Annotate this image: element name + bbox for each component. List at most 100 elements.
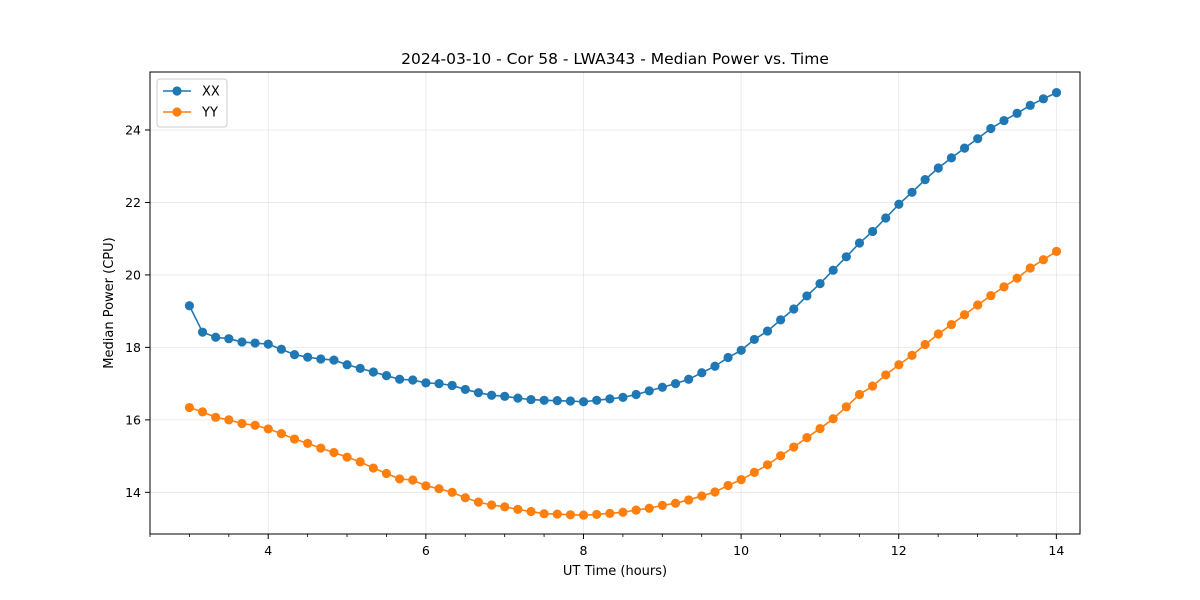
legend-entry-xx: XX — [163, 85, 220, 100]
data-point-xx — [408, 375, 418, 385]
data-point-yy — [605, 508, 615, 518]
data-point-yy — [421, 481, 431, 491]
data-point-yy — [473, 497, 484, 507]
data-point-yy — [854, 389, 865, 400]
data-point-yy — [959, 310, 970, 320]
data-point-yy — [828, 414, 838, 424]
grid-layer — [150, 72, 1080, 534]
data-point-xx — [710, 361, 720, 371]
data-point-xx — [736, 345, 746, 355]
data-point-yy — [973, 300, 983, 310]
data-point-xx — [828, 265, 838, 275]
data-point-xx — [447, 380, 457, 391]
data-point-xx — [395, 374, 405, 384]
x-axis-label: UT Time (hours) — [563, 564, 667, 579]
data-point-yy — [539, 509, 549, 519]
data-point-yy — [986, 290, 996, 301]
data-point-xx — [381, 371, 392, 381]
data-point-yy — [368, 463, 378, 473]
data-point-yy — [500, 502, 510, 512]
data-point-yy — [578, 510, 589, 520]
data-point-yy — [486, 500, 497, 510]
series-layer — [184, 88, 1062, 520]
data-point-yy — [355, 457, 365, 467]
data-point-yy — [211, 412, 221, 422]
data-point-xx — [946, 153, 957, 163]
data-point-yy — [408, 475, 418, 485]
data-point-xx — [959, 143, 970, 153]
data-point-xx — [276, 344, 286, 354]
data-point-yy — [789, 442, 799, 452]
data-point-yy — [802, 433, 812, 443]
data-point-yy — [710, 487, 720, 497]
legend-entry-yy: YY — [163, 106, 218, 121]
data-point-xx — [881, 213, 891, 223]
data-point-xx — [368, 367, 378, 377]
data-point-xx — [500, 391, 510, 401]
data-point-xx — [697, 368, 707, 378]
data-point-xx — [1012, 108, 1022, 118]
x-tick-label: 10 — [733, 543, 749, 558]
data-point-xx — [565, 396, 576, 406]
data-point-xx — [355, 363, 365, 373]
data-point-yy — [263, 424, 273, 434]
data-point-yy — [565, 510, 576, 520]
data-point-xx — [263, 339, 273, 349]
data-point-yy — [447, 487, 457, 497]
x-tick-label: 14 — [1048, 543, 1064, 558]
data-point-xx — [749, 334, 759, 345]
data-point-yy — [907, 350, 917, 360]
data-point-xx — [513, 393, 523, 403]
data-point-yy — [237, 418, 247, 429]
legend-marker-yy — [172, 107, 182, 117]
data-point-yy — [920, 339, 930, 350]
data-point-xx — [907, 187, 917, 197]
data-point-xx — [1025, 100, 1035, 110]
data-point-xx — [526, 394, 536, 405]
legend-label-xx: XX — [202, 85, 220, 100]
data-point-yy — [697, 491, 707, 501]
y-tick-label: 16 — [125, 412, 141, 427]
data-point-yy — [381, 468, 392, 479]
data-point-xx — [303, 352, 313, 362]
data-point-yy — [250, 420, 260, 430]
data-point-yy — [815, 423, 825, 434]
y-tick-label: 14 — [125, 485, 141, 500]
data-point-xx — [224, 334, 234, 344]
y-tick-label: 24 — [125, 122, 141, 137]
series-yy — [184, 246, 1062, 520]
data-point-yy — [1051, 246, 1062, 256]
data-point-xx — [644, 386, 654, 396]
data-point-xx — [841, 252, 851, 262]
x-tick-label: 8 — [579, 543, 587, 558]
data-point-yy — [684, 495, 694, 505]
data-point-yy — [434, 484, 444, 494]
data-point-yy — [723, 480, 733, 491]
data-point-yy — [460, 493, 470, 503]
data-point-yy — [776, 451, 786, 461]
x-tick-label: 12 — [891, 543, 907, 558]
data-point-xx — [867, 226, 878, 237]
data-point-yy — [644, 503, 654, 513]
y-axis-label: Median Power (CPU) — [102, 237, 117, 368]
y-tick-label: 22 — [125, 195, 141, 210]
data-point-yy — [631, 505, 641, 515]
data-point-xx — [434, 379, 444, 389]
data-point-xx — [670, 379, 681, 389]
y-tick-label: 20 — [125, 267, 141, 282]
y-tick-label: 18 — [125, 340, 141, 355]
data-point-xx — [605, 394, 615, 404]
data-point-yy — [946, 319, 957, 330]
data-point-yy — [1038, 255, 1048, 265]
data-point-xx — [684, 374, 694, 384]
data-point-xx — [289, 350, 300, 360]
data-point-yy — [933, 329, 943, 339]
data-point-xx — [539, 395, 549, 405]
data-point-xx — [342, 360, 352, 370]
data-point-xx — [460, 384, 470, 395]
data-point-xx — [329, 355, 339, 365]
data-point-xx — [197, 327, 208, 337]
data-point-yy — [342, 452, 352, 462]
